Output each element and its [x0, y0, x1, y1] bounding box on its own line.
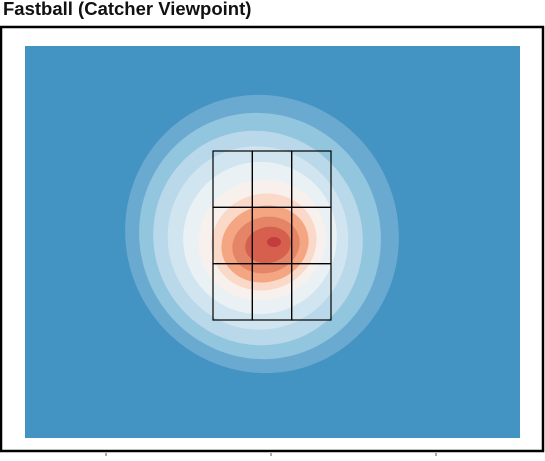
density-level-12 [267, 237, 281, 247]
density-contours [113, 75, 417, 389]
chart-title: Fastball (Catcher Viewpoint) [3, 0, 252, 19]
heatmap-chart [0, 25, 545, 456]
x-axis-ticks [105, 453, 437, 456]
strike-zone [212, 150, 332, 321]
strike-zone-cell-3-3 [291, 263, 332, 321]
density-level-11 [245, 226, 291, 264]
chart-frame [0, 24, 545, 456]
